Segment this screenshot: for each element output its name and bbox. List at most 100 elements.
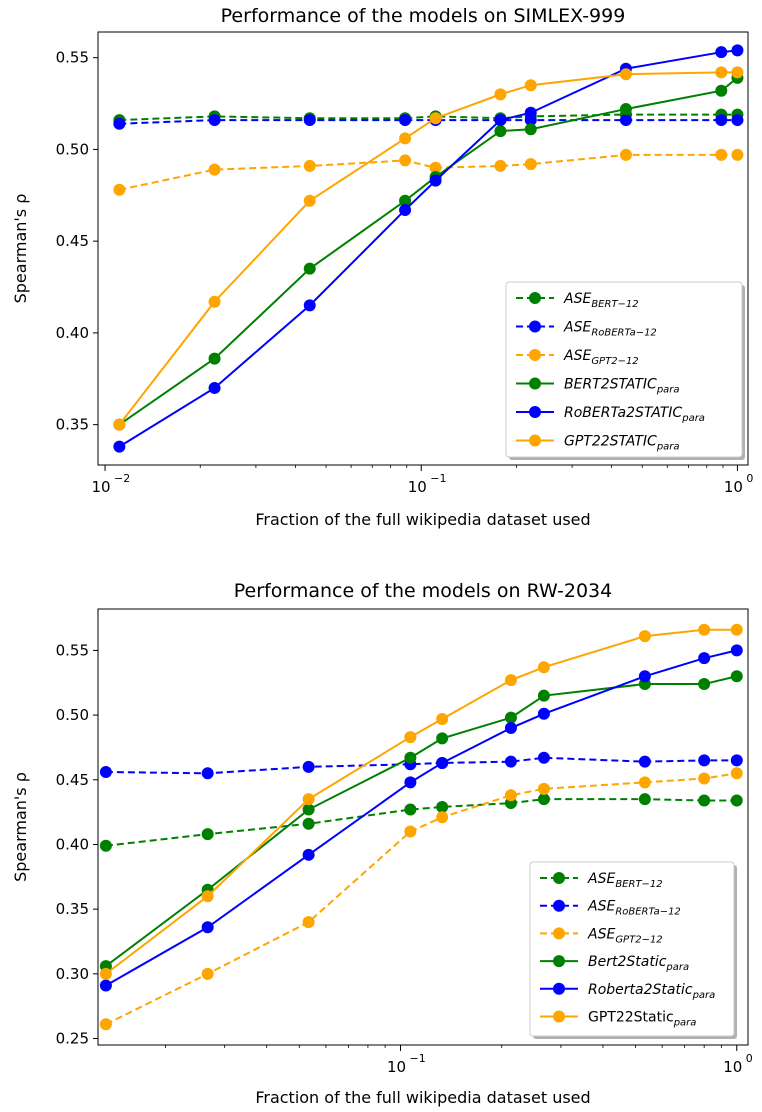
legend: ASEBERT−12ASERoBERTa−12ASEGPT2−12BERT2ST… [505, 281, 745, 460]
legend-name: BERT2STATIC [564, 377, 657, 393]
data-point [201, 828, 214, 841]
data-point [638, 755, 651, 768]
series-line [119, 153, 738, 191]
legend-marker [529, 320, 541, 333]
chart-panel-1: Performance of the models on SIMLEX-999 0… [11, 5, 753, 529]
y-tick-label: 0.35 [56, 416, 89, 434]
data-point [99, 967, 112, 980]
y-tick-label: 0.45 [56, 771, 89, 789]
legend-name: ASE [587, 871, 615, 887]
legend-name: ASE [563, 348, 591, 364]
data-point [436, 712, 449, 725]
series-3 [99, 767, 743, 1031]
series-line [105, 628, 737, 975]
legend-label: RoBERTa2STATICpara [564, 405, 705, 424]
legend-label: ASERoBERTa−12 [587, 899, 681, 918]
legend-label: Bert2Staticpara [588, 954, 689, 973]
data-point [399, 132, 412, 145]
series-line [105, 772, 737, 1026]
data-point [715, 114, 728, 127]
legend-box [529, 861, 735, 1037]
series-6 [113, 66, 744, 431]
series-1 [99, 793, 743, 852]
data-point [113, 117, 126, 130]
legend-box [505, 281, 743, 458]
data-point [404, 776, 417, 789]
data-point [436, 811, 449, 824]
data-point [113, 418, 126, 431]
data-point [404, 751, 417, 764]
data-point [524, 79, 537, 92]
legend-marker [553, 899, 565, 912]
legend-marker [553, 982, 565, 995]
data-point [303, 159, 316, 172]
data-point [524, 106, 537, 119]
data-point [698, 754, 711, 767]
data-point [208, 163, 221, 176]
legend-name: ASE [563, 320, 591, 336]
data-point [302, 848, 315, 861]
data-point [404, 731, 417, 744]
data-point [201, 767, 214, 780]
data-point [99, 1018, 112, 1031]
legend-subscript: para [673, 1018, 697, 1029]
series-5 [113, 44, 744, 453]
legend-marker [553, 1010, 565, 1023]
legend-name: Bert2Static [588, 954, 667, 970]
axes-frame [97, 608, 749, 1046]
data-point [698, 794, 711, 807]
chart-panel-2: Performance of the models on RW-2034 0.25… [11, 580, 753, 1107]
series-line [105, 798, 737, 847]
legend-marker [553, 927, 565, 940]
x-axis-label: Fraction of the full wikipedia dataset u… [255, 510, 590, 529]
data-point [638, 630, 651, 643]
chart-title: Performance of the models on RW-2034 [234, 580, 612, 602]
x-tick-exponent: −2 [114, 472, 130, 485]
data-point [303, 299, 316, 312]
x-axis-label: Fraction of the full wikipedia dataset u… [255, 1088, 590, 1107]
data-point [494, 125, 507, 138]
data-point [698, 678, 711, 691]
data-point [504, 674, 517, 687]
y-axis-label: Spearman's ρ [11, 772, 30, 882]
x-tick-label: 10 [408, 478, 427, 496]
y-tick-label: 0.50 [56, 140, 89, 158]
legend-subscript: para [656, 442, 680, 453]
axes-frame [97, 31, 749, 466]
legend: ASEBERT−12ASERoBERTa−12ASEGPT2−12Bert2St… [529, 861, 737, 1039]
series-line [119, 119, 738, 125]
data-point [537, 751, 550, 764]
data-point [731, 44, 744, 57]
legend-marker [553, 872, 565, 884]
x-tick-label: 10 [724, 478, 743, 496]
legend-label: GPT22Staticpara [588, 1010, 696, 1029]
series-line [119, 113, 738, 122]
y-tick-label: 0.40 [56, 835, 89, 853]
series-line [105, 649, 737, 987]
data-point [429, 112, 442, 125]
x-tick-exponent: −1 [410, 1052, 426, 1065]
x-tick-label: 10 [91, 478, 110, 496]
y-tick-label: 0.50 [56, 706, 89, 724]
data-point [537, 793, 550, 806]
legend-label: GPT22STATICpara [564, 434, 680, 453]
data-point [201, 890, 214, 903]
data-point [619, 148, 632, 161]
y-tick-label: 0.45 [56, 232, 89, 250]
data-point [113, 440, 126, 453]
data-point [715, 66, 728, 79]
data-point [537, 707, 550, 720]
data-point [208, 114, 221, 127]
y-tick-label: 0.40 [56, 324, 89, 342]
legend-subscript: para [665, 962, 689, 973]
data-point [303, 194, 316, 207]
data-point [113, 183, 126, 196]
legend-marker [529, 434, 541, 447]
data-point [698, 623, 711, 636]
data-point [638, 670, 651, 683]
data-point [436, 732, 449, 745]
data-point [201, 921, 214, 934]
y-tick-label: 0.30 [56, 965, 89, 983]
data-point [715, 46, 728, 59]
